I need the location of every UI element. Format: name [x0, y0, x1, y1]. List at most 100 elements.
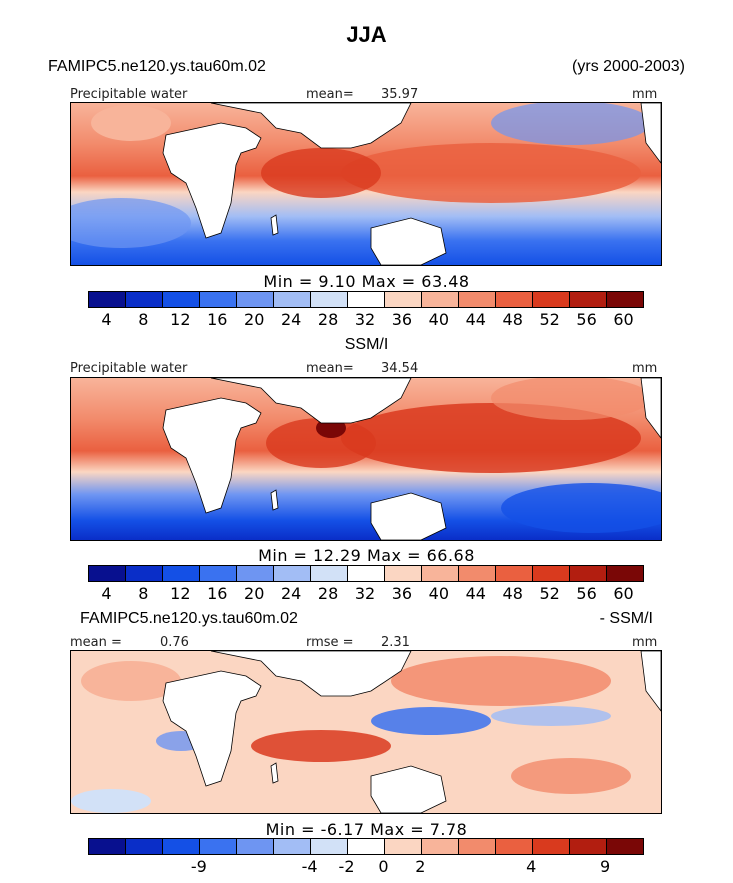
panel2-colorbar-tick-label: 44 — [465, 584, 486, 603]
panel1-colorbar-swatch — [274, 292, 311, 307]
panel2-colorbar-swatch — [496, 566, 533, 581]
panel3-colorbar-swatch — [311, 839, 348, 854]
panel1-colorbar-tick-label: 24 — [280, 310, 302, 329]
panel3-map — [70, 650, 662, 814]
panel1-colorbar-tick-label: 16 — [207, 310, 228, 329]
panel3-colorbar-swatch — [163, 839, 200, 854]
panel1-colorbar-swatch — [163, 292, 200, 307]
panel3-colorbar-swatch — [274, 839, 311, 854]
panel2-colorbar-tick-label: 52 — [539, 584, 560, 603]
panel1-colorbar-ticks: 4 8 12 16 20 24 28 32 36 40 44 48 52 56 60 — [88, 310, 642, 330]
panel2-mean-value: 34.54 — [381, 361, 419, 376]
panel3-colorbar-tick-label: 2 — [415, 857, 426, 876]
panel1-colorbar-swatch — [311, 292, 348, 307]
panel3-minmax: Min = -6.17 Max = 7.78 — [265, 820, 468, 839]
panel1-colorbar-swatch — [89, 292, 126, 307]
panel2-colorbar-tick-label: 48 — [502, 584, 523, 603]
panel1-colorbar-tick-label: 56 — [576, 310, 597, 329]
panel1-colorbar-tick-label: 28 — [317, 310, 339, 329]
panel2-colorbar-swatch — [89, 566, 126, 581]
panel2-colorbar-swatch — [237, 566, 274, 581]
panel3-colorbar-swatch — [533, 839, 570, 854]
figure-title: JJA — [346, 22, 387, 47]
panel1-colorbar-swatch — [496, 292, 533, 307]
panel1-colorbar-tick-label: 4 — [101, 310, 112, 329]
panel1-colorbar-tick-label: 44 — [465, 310, 486, 329]
panel3-colorbar-swatch — [89, 839, 126, 854]
panel1-colorbar-tick-label: 48 — [502, 310, 523, 329]
panel3-title-left: FAMIPC5.ne120.ys.tau60m.02 — [80, 610, 298, 627]
panel2-variable: Precipitable water — [70, 361, 188, 376]
panel2-colorbar-ticks: 4 8 12 16 20 24 28 32 36 40 44 48 52 56 60 — [88, 584, 642, 604]
panel3-colorbar-tick-label: 0 — [378, 857, 389, 876]
panel1-map — [70, 102, 662, 266]
panel2-units: mm — [632, 361, 658, 376]
panel3-colorbar-tick-label: 4 — [526, 857, 537, 876]
panel1-colorbar-tick-label: 20 — [244, 310, 265, 329]
panel3-colorbar-tick-label: 9 — [599, 857, 611, 876]
panel2-colorbar-tick-label: 28 — [317, 584, 339, 603]
panel3-colorbar — [88, 838, 644, 855]
year-range: (yrs 2000-2003) — [572, 58, 685, 75]
panel2-minmax: Min = 12.29 Max = 66.68 — [258, 546, 475, 565]
panel1-colorbar-swatch — [570, 292, 607, 307]
panel1-colorbar-swatch — [459, 292, 496, 307]
panel2-colorbar-tick-label: 12 — [170, 584, 191, 603]
panel2-colorbar-swatch — [459, 566, 496, 581]
panel1-colorbar-swatch — [533, 292, 570, 307]
panel1-mean-value: 35.97 — [381, 87, 419, 102]
panel3-colorbar-ticks: -9 -4 -2 0 2 4 9 — [88, 857, 642, 877]
panel1-colorbar-swatch — [422, 292, 459, 307]
panel2-colorbar-tick-label: 40 — [428, 584, 450, 603]
panel1-variable: Precipitable water — [70, 87, 188, 102]
panel2-colorbar-swatch — [422, 566, 459, 581]
panel1-colorbar — [88, 291, 644, 308]
panel2-colorbar-swatch — [607, 566, 643, 581]
panel3-colorbar-swatch — [126, 839, 163, 854]
panel2-colorbar-tick-label: 36 — [391, 584, 413, 603]
panel1-minmax: Min = 9.10 Max = 63.48 — [263, 272, 470, 291]
panel2-colorbar-tick-label: 32 — [354, 584, 376, 603]
panel2-title: SSM/I — [344, 336, 389, 353]
panel1-colorbar-swatch — [607, 292, 643, 307]
panel1-mean-label: mean= — [306, 87, 354, 102]
panel2-colorbar-tick-label: 4 — [101, 584, 112, 603]
panel3-colorbar-swatch — [570, 839, 607, 854]
panel3-colorbar-swatch — [200, 839, 237, 854]
panel2-map — [70, 377, 662, 541]
panel2-colorbar-swatch — [274, 566, 311, 581]
panel1-colorbar-swatch — [385, 292, 422, 307]
panel1-colorbar-tick-label: 40 — [428, 310, 450, 329]
panel2-mean-label: mean= — [306, 361, 354, 376]
panel3-colorbar-swatch — [348, 839, 385, 854]
panel3-colorbar-swatch — [607, 839, 643, 854]
panel3-mean-label: mean = — [70, 635, 122, 650]
panel3-colorbar-swatch — [496, 839, 533, 854]
panel1-colorbar-swatch — [126, 292, 163, 307]
panel3-colorbar-tick-label: -2 — [338, 857, 355, 876]
panel3-colorbar-tick-label: -4 — [301, 857, 318, 876]
panel2-colorbar-swatch — [533, 566, 570, 581]
panel3-title-right: - SSM/I — [599, 610, 653, 627]
model-name: FAMIPC5.ne120.ys.tau60m.02 — [48, 58, 266, 75]
panel2-colorbar-tick-label: 24 — [280, 584, 302, 603]
panel2-colorbar-swatch — [348, 566, 385, 581]
panel1-colorbar-swatch — [200, 292, 237, 307]
panel2-colorbar — [88, 565, 644, 582]
panel3-colorbar-tick-label: -9 — [190, 857, 207, 876]
panel2-colorbar-tick-label: 16 — [207, 584, 228, 603]
panel3-mean-value: 0.76 — [160, 635, 189, 650]
panel2-colorbar-swatch — [570, 566, 607, 581]
panel3-colorbar-swatch — [459, 839, 496, 854]
panel1-colorbar-tick-label: 52 — [539, 310, 560, 329]
panel1-colorbar-tick-label: 36 — [391, 310, 413, 329]
panel2-colorbar-swatch — [200, 566, 237, 581]
panel1-colorbar-tick-label: 60 — [613, 310, 634, 329]
panel3-colorbar-swatch — [422, 839, 459, 854]
panel2-colorbar-swatch — [311, 566, 348, 581]
panel1-colorbar-swatch — [348, 292, 385, 307]
panel2-colorbar-tick-label: 56 — [576, 584, 597, 603]
panel3-rmse-value: 2.31 — [381, 635, 410, 650]
panel1-colorbar-swatch — [237, 292, 274, 307]
panel3-rmse-label: rmse = — [306, 635, 354, 650]
